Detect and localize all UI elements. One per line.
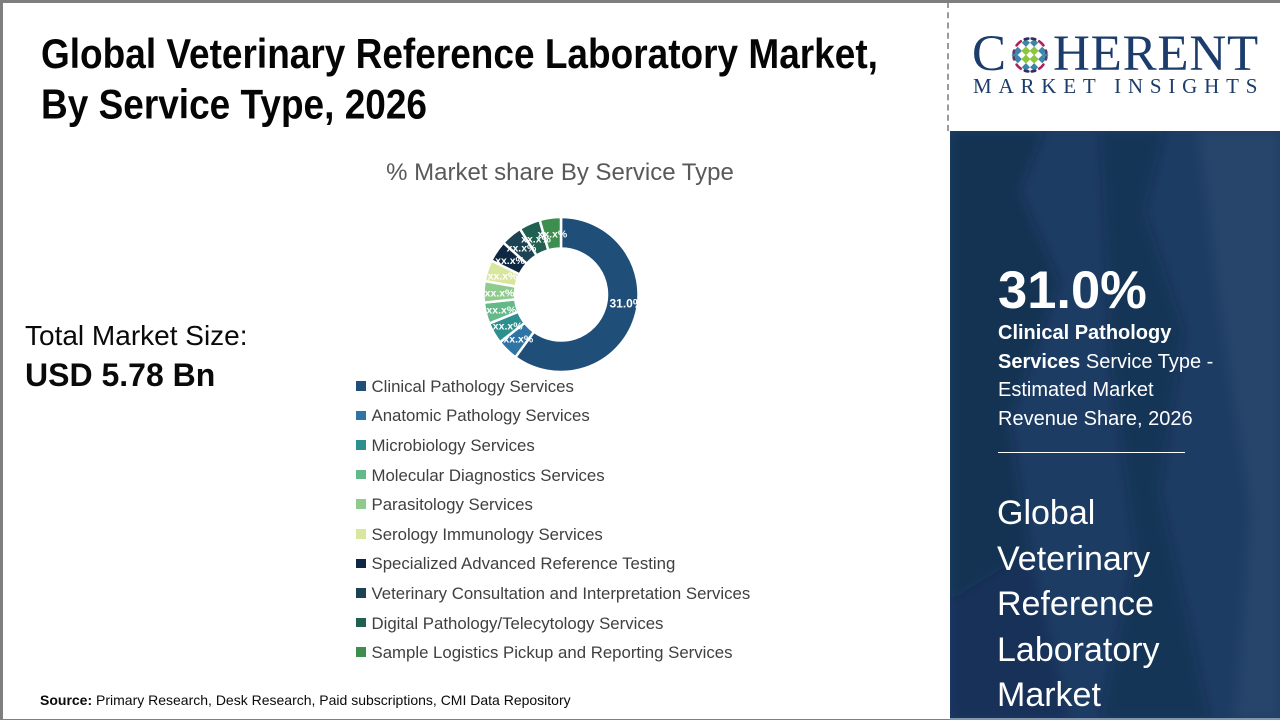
svg-text:xx.x%: xx.x% [507,242,537,254]
svg-text:xx.x%: xx.x% [495,255,525,267]
svg-text:xx.x%: xx.x% [538,229,568,241]
svg-text:31.0%: 31.0% [610,297,644,311]
svg-text:xx.x%: xx.x% [488,271,518,283]
svg-text:C: C [972,26,1006,82]
svg-text:xx.x%: xx.x% [493,320,523,332]
svg-text:MARKET INSIGHTS: MARKET INSIGHTS [973,74,1264,98]
svg-text:xx.x%: xx.x% [503,334,533,346]
svg-text:xx.x%: xx.x% [486,304,516,316]
svg-text:xx.x%: xx.x% [521,233,551,245]
svg-text:HERENT: HERENT [1053,26,1259,82]
svg-text:xx.x%: xx.x% [485,287,515,299]
